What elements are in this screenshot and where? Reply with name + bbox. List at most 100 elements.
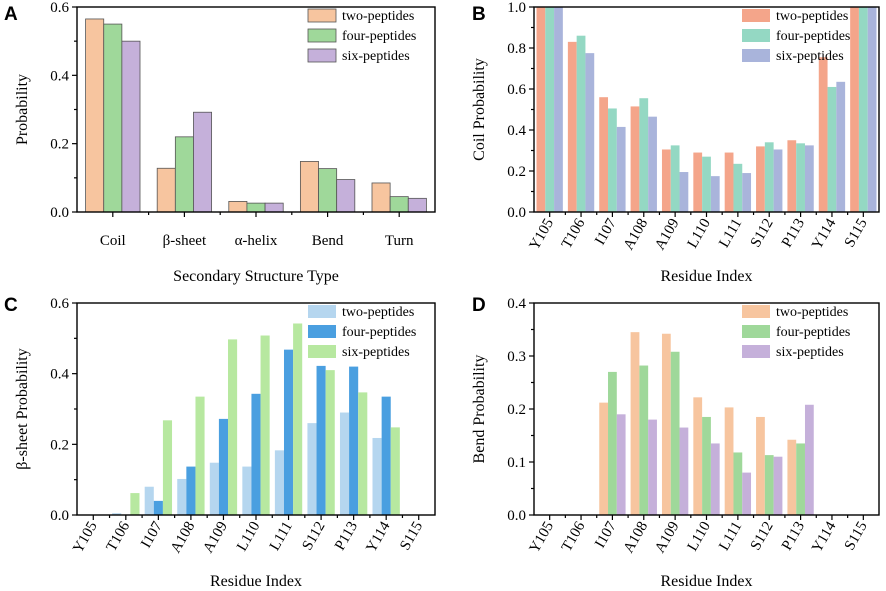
bar-six-peptides-i107 [162, 420, 173, 515]
y-tick-label: 0.4 [50, 68, 69, 84]
x-tick-label-l110: L110 [685, 216, 714, 251]
x-tick-label-t106: T106 [559, 519, 589, 555]
x-tick-label-a108: A108 [621, 519, 652, 556]
y-tick-label: 0.6 [50, 296, 69, 312]
bar-two-peptides-l111 [274, 450, 284, 515]
legend-label-six-peptides: six-peptides [776, 345, 844, 360]
legend-swatch-six-peptides [742, 49, 770, 62]
bar-four-peptides-p113 [349, 366, 359, 515]
x-tick-label-p113: P113 [779, 216, 808, 250]
y-tick-label: 0.0 [507, 205, 526, 221]
bar-four-peptides-p113 [796, 143, 805, 212]
bar-six-peptides-a108 [648, 419, 657, 515]
bar-six-peptides-alpha-helix [264, 202, 284, 213]
x-tick-label-alpha-helix: α-helix [235, 233, 278, 249]
bar-six-peptides-a108 [648, 116, 657, 212]
panel-letter-d: D [472, 295, 486, 316]
x-tick-label-l111: L111 [267, 519, 296, 553]
y-tick-label: 0.0 [50, 508, 69, 524]
bar-four-peptides-a109 [670, 351, 680, 515]
y-tick-label: 0.0 [50, 205, 69, 221]
x-tick-label-y114: Y114 [363, 519, 393, 556]
bar-two-peptides-l110 [242, 466, 252, 515]
bar-two-peptides-s112 [307, 423, 317, 515]
bar-six-peptides-s112 [325, 370, 335, 515]
bar-two-peptides-l111 [724, 407, 734, 515]
bar-two-peptides-p113 [787, 140, 797, 212]
bar-four-peptides-l111 [283, 349, 294, 515]
y-axis-title: Probability [14, 74, 31, 145]
bar-two-peptides-coil [85, 18, 105, 213]
bar-two-peptides-y114 [372, 437, 382, 515]
bar-two-peptides-p113 [787, 439, 797, 515]
panel-letter-a: A [4, 4, 18, 25]
x-axis-title: Residue Index [210, 573, 302, 590]
panel-c-beta-sheet-probability: 0.0 0.2 0.4 0.6 Y105 T106 I107 A108 A109 L110 L111… [14, 296, 436, 590]
x-tick-label-a109: A109 [200, 519, 231, 556]
bar-four-peptides-l110 [251, 393, 261, 515]
x-tick-label-coil: Coil [100, 233, 126, 249]
bar-two-peptides-i107 [599, 97, 609, 212]
bar-four-peptides-l110 [702, 416, 711, 515]
legend-label-four-peptides: four-peptides [342, 325, 416, 340]
x-tick-label-y105: Y105 [527, 519, 558, 556]
x-tick-label-i107: I107 [138, 519, 166, 551]
bar-four-peptides-s112 [764, 455, 774, 515]
y-tick-label: 0.3 [507, 349, 526, 365]
bar-two-peptides-s112 [756, 416, 765, 515]
y-axis-title: Coil Probability [471, 58, 488, 161]
bar-six-peptides-turn [407, 197, 427, 213]
bar-two-peptides-a109 [661, 149, 671, 212]
bar-two-peptides-s112 [756, 146, 765, 212]
y-tick-label: 0.0 [507, 508, 526, 524]
bar-two-peptides-p113 [339, 412, 350, 515]
x-tick-label-a108: A108 [168, 519, 199, 556]
bar-two-peptides-l110 [693, 397, 703, 515]
bar-four-peptides-coil [103, 23, 123, 213]
legend-swatch-four-peptides [742, 29, 770, 42]
legend-label-two-peptides: two-peptides [776, 9, 848, 24]
bar-four-peptides-alpha-helix [246, 202, 266, 213]
x-tick-label-l110: L110 [234, 519, 263, 554]
bar-six-peptides-a109 [679, 427, 689, 515]
bar-two-peptides-a109 [209, 462, 219, 515]
bar-six-peptides-l111 [742, 173, 752, 212]
bar-four-peptides-p113 [796, 443, 805, 515]
bar-two-peptides-a108 [630, 332, 640, 515]
bar-six-peptides-s112 [773, 149, 783, 212]
bar-six-peptides-t106 [585, 53, 595, 213]
bar-two-peptides-turn [371, 182, 391, 213]
bar-two-peptides-y105 [536, 7, 546, 212]
y-tick-label: 0.2 [50, 437, 69, 453]
legend-swatch-six-peptides [742, 345, 770, 358]
legend-swatch-six-peptides [308, 345, 336, 358]
bar-four-peptides-l111 [733, 163, 743, 212]
legend-swatch-two-peptides [308, 305, 336, 318]
bar-four-peptides-a109 [670, 145, 680, 213]
bar-two-peptides-alpha-helix [228, 201, 248, 213]
bar-four-peptides-a108 [639, 98, 649, 212]
bar-four-peptides-y114 [381, 396, 391, 515]
x-tick-label-beta-sheet: β-sheet [163, 233, 207, 249]
y-tick-label: 0.8 [507, 41, 526, 57]
bar-six-peptides-l111 [742, 472, 752, 515]
bar-six-peptides-s112 [773, 456, 783, 515]
panel-d-bend-probability: 0.0 0.1 0.2 0.3 0.4 Y105 T106 I107 A108 A109 L110 L… [471, 296, 880, 590]
bar-six-peptides-beta-sheet [193, 111, 213, 213]
x-tick-label-y105: Y105 [527, 216, 558, 253]
x-tick-label-i107: I107 [592, 519, 620, 551]
legend-label-two-peptides: two-peptides [342, 305, 414, 320]
bar-two-peptides-i107 [599, 402, 609, 515]
y-tick-label: 0.6 [50, 0, 69, 16]
bar-four-peptides-s112 [316, 365, 326, 515]
x-tick-label-a109: A109 [652, 216, 683, 253]
bar-six-peptides-l110 [710, 176, 720, 213]
x-tick-label-s112: S112 [748, 519, 777, 553]
legend-label-six-peptides: six-peptides [342, 345, 410, 360]
bar-four-peptides-l111 [733, 452, 743, 515]
x-tick-label-y105: Y105 [70, 519, 101, 556]
x-tick-label-t106: T106 [559, 216, 589, 252]
bar-four-peptides-t106 [576, 35, 586, 213]
